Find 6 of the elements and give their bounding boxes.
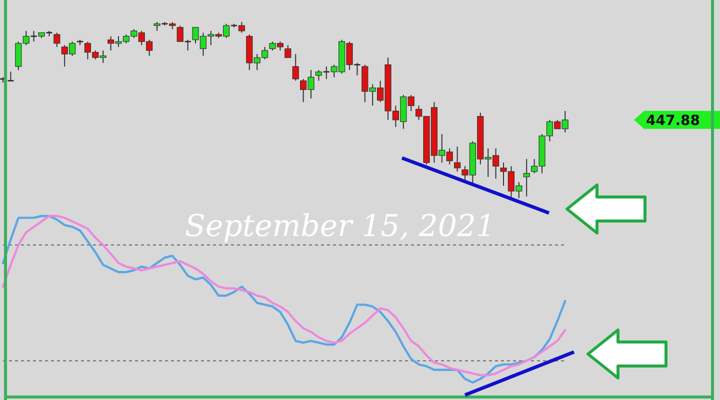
text: 447.88 <box>646 112 700 129</box>
candlestick <box>454 146 461 172</box>
candlestick <box>54 32 60 48</box>
candlestick <box>523 158 530 197</box>
candlestick <box>292 54 299 82</box>
candlestick <box>284 44 292 58</box>
